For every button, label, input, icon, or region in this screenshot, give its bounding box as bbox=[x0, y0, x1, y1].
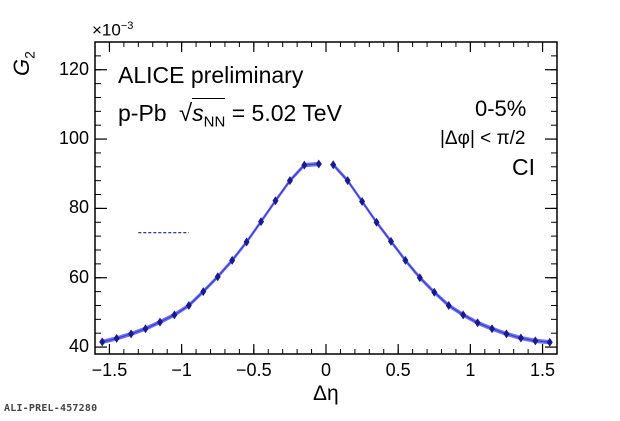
data-point bbox=[156, 317, 163, 327]
data-point bbox=[243, 237, 250, 247]
data-point bbox=[387, 236, 394, 246]
data-point bbox=[128, 329, 135, 339]
data-point bbox=[517, 333, 524, 343]
experiment-label: ALICE preliminary bbox=[118, 62, 304, 88]
series-line bbox=[102, 163, 319, 343]
data-point bbox=[214, 272, 221, 282]
data-point bbox=[532, 336, 539, 346]
data-point bbox=[142, 324, 149, 334]
data-point bbox=[113, 333, 120, 343]
series-lines bbox=[102, 163, 550, 343]
x-tick-label: 0 bbox=[320, 360, 332, 380]
data-point bbox=[489, 324, 496, 334]
data-point bbox=[344, 176, 351, 186]
data-point bbox=[460, 310, 467, 320]
data-point bbox=[185, 300, 192, 310]
band-segment bbox=[102, 161, 319, 345]
y-multiplier: ×10−3 bbox=[92, 20, 134, 40]
sqrt-argument: sNN bbox=[192, 98, 226, 131]
data-point bbox=[200, 287, 207, 297]
preliminary-id: ALI-PREL-457280 bbox=[4, 403, 98, 414]
data-point bbox=[286, 176, 293, 186]
data-point bbox=[301, 160, 308, 170]
data-point bbox=[315, 159, 322, 169]
data-point bbox=[474, 318, 481, 328]
data-points bbox=[99, 159, 553, 347]
data-point bbox=[359, 196, 366, 206]
x-tick-label: −1 bbox=[171, 360, 192, 380]
x-tick-label: −0.5 bbox=[236, 360, 272, 380]
y-tick-label: 80 bbox=[68, 197, 89, 218]
y-tick-label: 100 bbox=[58, 128, 89, 149]
data-point bbox=[503, 329, 510, 339]
y-axis-title: G2 bbox=[9, 51, 38, 76]
system-energy-label: p-Pb √sNN = 5.02 TeV bbox=[118, 98, 342, 131]
centrality-label: 0-5% bbox=[475, 96, 527, 121]
data-point bbox=[272, 196, 279, 206]
data-point bbox=[99, 337, 106, 347]
data-point bbox=[416, 273, 423, 283]
sqrt-symbol: √ bbox=[178, 100, 193, 127]
data-point bbox=[171, 310, 178, 320]
data-point bbox=[546, 337, 553, 347]
data-point bbox=[373, 217, 380, 227]
data-point bbox=[431, 287, 438, 297]
band-segment bbox=[333, 162, 550, 345]
y-tick-label: 60 bbox=[68, 266, 89, 287]
y-tick-label: 120 bbox=[58, 58, 89, 79]
data-point bbox=[330, 160, 337, 170]
x-tick-label: −1.5 bbox=[91, 360, 128, 380]
x-axis-title: Δη bbox=[313, 382, 339, 405]
x-tick-label: 1.5 bbox=[530, 360, 556, 380]
data-point bbox=[258, 217, 265, 227]
data-point bbox=[402, 255, 409, 265]
data-point bbox=[445, 300, 452, 310]
series-line bbox=[332, 164, 550, 343]
x-tick-label: 0.5 bbox=[385, 360, 411, 380]
dphi-cut-label: |Δφ| < π/2 bbox=[440, 128, 526, 149]
y-tick-label: 40 bbox=[68, 336, 89, 357]
x-tick-label: 1 bbox=[465, 360, 476, 380]
axis-ticks bbox=[94, 42, 558, 354]
charge-combination-label: CI bbox=[512, 154, 535, 180]
data-point bbox=[229, 255, 236, 265]
